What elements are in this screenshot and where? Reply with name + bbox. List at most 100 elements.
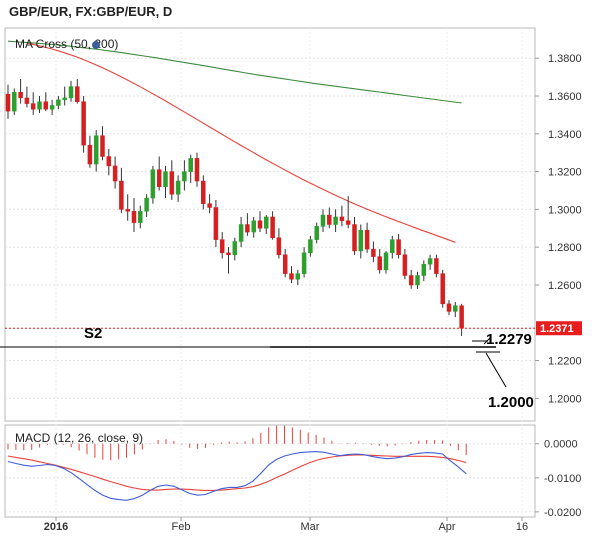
price-axis-tick-label: 1.2000: [548, 393, 582, 405]
candle-up: [12, 91, 17, 112]
candle-down: [434, 258, 439, 274]
last-price-badge: [536, 321, 582, 336]
candle-down: [364, 229, 370, 250]
candle-up: [68, 86, 74, 99]
candle-up: [358, 229, 364, 252]
last-price-label: 1.2371: [540, 323, 574, 335]
candle-up: [390, 239, 395, 254]
candle-up: [421, 263, 427, 276]
candle-up: [150, 169, 156, 199]
candle-up: [314, 226, 319, 240]
support-value-label: 1.2279: [486, 331, 532, 348]
time-axis-tick-label: 16: [516, 521, 528, 533]
candle-up: [333, 216, 338, 225]
candle-down: [257, 220, 263, 229]
candle-down: [119, 180, 124, 210]
candle-up: [238, 224, 244, 242]
s2-label: S2: [84, 325, 102, 342]
candle-down: [75, 86, 80, 102]
macd-axis-tick-label: 0.0000: [544, 439, 578, 451]
time-axis-tick-label: 2016: [44, 521, 68, 533]
time-axis-tick-label: Apr: [438, 521, 455, 533]
ma50-line: [26, 42, 456, 243]
price-axis-tick-label: 1.3800: [548, 53, 582, 65]
candle-up: [138, 211, 143, 223]
price-axis-tick-label: 1.2800: [548, 242, 582, 254]
price-axis-tick-label: 1.3200: [548, 167, 582, 179]
candle-down: [213, 207, 219, 240]
price-axis-tick-label: 1.3000: [548, 204, 582, 216]
candle-down: [81, 101, 86, 146]
candle-down: [87, 144, 93, 165]
candle-down: [131, 211, 137, 223]
candle-up: [93, 135, 99, 165]
candle-up: [182, 171, 187, 182]
moving-average-layer: [7, 40, 462, 243]
candle-down: [282, 254, 288, 274]
candle-up: [144, 197, 149, 212]
macd-axis-tick-label: -0.0200: [544, 507, 581, 519]
candle-down: [327, 214, 332, 225]
candle-down: [408, 275, 414, 286]
macd-signal-line: [7, 454, 467, 491]
candle-up: [295, 273, 301, 280]
time-axis-tick-label: Mar: [301, 521, 320, 533]
candle-down: [289, 273, 294, 280]
candle-down: [219, 239, 225, 254]
candle-down: [226, 252, 231, 255]
candle-up: [49, 105, 55, 110]
candle-down: [377, 256, 382, 271]
candle-down: [5, 93, 11, 112]
chart-title: GBP/EUR, FX:GBP/EUR, D: [9, 4, 172, 19]
candle-down: [24, 97, 30, 104]
candle-down: [30, 103, 36, 110]
candle-down: [18, 91, 23, 99]
ma200-line: [7, 40, 462, 104]
candle-down: [112, 165, 118, 182]
candle-down: [402, 254, 408, 276]
candle-up: [383, 252, 389, 271]
candle-down: [345, 220, 351, 225]
candle-down: [125, 209, 130, 212]
candle-down: [270, 216, 275, 238]
time-axis-tick-label: Feb: [172, 521, 191, 533]
candle-up: [308, 239, 313, 254]
candle-down: [440, 273, 445, 305]
candle-down: [339, 216, 345, 221]
candlestick-layer: [5, 79, 464, 336]
target-leader-line: [485, 352, 507, 388]
ma-cross-label: MA Cross (50, 200): [15, 37, 118, 51]
price-axis-tick-label: 1.2200: [548, 356, 582, 368]
price-panel-frame: [4, 27, 536, 422]
candle-down: [194, 158, 200, 182]
candle-down: [371, 248, 376, 257]
candle-down: [106, 156, 112, 167]
price-axis-tick-label: 1.3600: [548, 91, 582, 103]
candle-down: [276, 237, 282, 255]
macd-axis-tick-label: -0.0100: [544, 473, 581, 485]
candle-up: [56, 99, 61, 106]
candle-up: [453, 305, 458, 312]
candle-up: [320, 214, 326, 227]
candle-up: [251, 220, 256, 233]
candle-down: [43, 101, 49, 110]
target-value-label: 1.2000: [488, 394, 534, 411]
candle-up: [301, 252, 307, 274]
price-axis-tick-label: 1.2600: [548, 280, 582, 292]
candle-down: [201, 180, 206, 204]
ma-cross-marker: [92, 41, 100, 49]
candle-up: [37, 101, 42, 110]
macd-title: MACD (12, 26, close, 9): [15, 431, 143, 445]
candle-down: [245, 224, 250, 233]
candle-down: [156, 169, 162, 187]
macd-line: [7, 451, 467, 501]
candle-down: [100, 135, 105, 157]
candle-down: [169, 171, 175, 195]
candle-down: [459, 305, 464, 329]
axis-layer: 1.3800 1.3600 1.3400 1.3200 1.3000 1.2800 1.26…: [44, 53, 582, 533]
candle-up: [163, 171, 168, 187]
candle-up: [232, 241, 238, 255]
candle-down: [446, 303, 452, 312]
macd-layer: [7, 425, 467, 501]
